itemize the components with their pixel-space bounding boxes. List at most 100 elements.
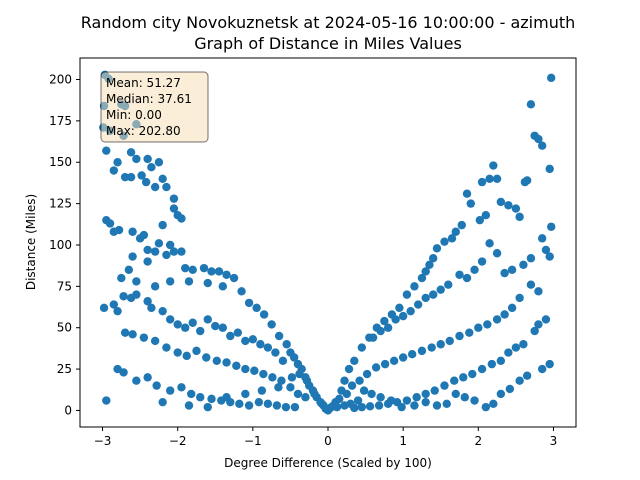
- data-point: [414, 300, 422, 308]
- data-point: [482, 403, 490, 411]
- data-point: [119, 368, 127, 376]
- stats-box: Mean: 51.27 Median: 37.61 Min: 0.00 Max:…: [101, 72, 208, 142]
- data-point: [166, 277, 174, 285]
- data-point: [143, 257, 151, 265]
- data-point: [219, 324, 227, 332]
- data-point: [286, 383, 294, 391]
- data-point: [132, 155, 140, 163]
- data-point: [151, 337, 159, 345]
- data-point: [110, 166, 118, 174]
- data-point: [187, 390, 195, 398]
- data-point: [170, 247, 178, 255]
- data-point: [282, 403, 290, 411]
- y-tick-label: 0: [64, 403, 72, 417]
- x-tick-label: 0: [324, 434, 332, 448]
- data-point: [367, 390, 375, 398]
- data-point: [478, 257, 486, 265]
- data-point: [512, 204, 520, 212]
- y-tick-label: 50: [57, 321, 72, 335]
- data-point: [237, 287, 245, 295]
- data-point: [291, 403, 299, 411]
- data-point: [204, 279, 212, 287]
- data-point: [181, 264, 189, 272]
- data-point: [185, 401, 193, 409]
- data-point: [113, 307, 121, 315]
- x-axis-label: Degree Difference (Scaled by 100): [224, 456, 432, 470]
- data-point: [488, 360, 496, 368]
- data-point: [395, 304, 403, 312]
- data-point: [458, 221, 466, 229]
- data-point: [366, 402, 374, 410]
- data-point: [155, 239, 163, 247]
- data-point: [301, 393, 309, 401]
- data-point: [504, 201, 512, 209]
- data-point: [519, 340, 527, 348]
- data-point: [226, 332, 234, 340]
- data-point: [504, 348, 512, 356]
- y-tick-label: 75: [57, 279, 72, 293]
- data-point: [422, 390, 430, 398]
- data-point: [376, 393, 384, 401]
- data-point: [127, 173, 135, 181]
- data-point: [497, 198, 505, 206]
- data-point: [348, 381, 356, 389]
- x-tick-label: −3: [94, 434, 112, 448]
- data-point: [463, 189, 471, 197]
- data-point: [295, 370, 303, 378]
- x-tick-label: 2: [474, 434, 482, 448]
- data-point: [222, 271, 230, 279]
- data-point: [433, 401, 441, 409]
- data-point: [546, 252, 554, 260]
- data-point: [207, 395, 215, 403]
- data-point: [542, 315, 550, 323]
- data-point: [340, 376, 348, 384]
- data-point: [470, 396, 478, 404]
- data-point: [463, 274, 471, 282]
- data-point: [113, 158, 121, 166]
- data-point: [500, 269, 508, 277]
- data-point: [170, 194, 178, 202]
- data-point: [128, 330, 136, 338]
- data-point: [429, 290, 437, 298]
- data-point: [174, 348, 182, 356]
- data-point: [354, 396, 362, 404]
- data-point: [406, 307, 414, 315]
- data-point: [189, 319, 197, 327]
- data-point: [143, 155, 151, 163]
- y-tick-label: 125: [49, 197, 72, 211]
- data-point: [241, 390, 249, 398]
- data-point: [162, 183, 170, 191]
- x-tick-label: −1: [244, 434, 262, 448]
- data-point: [422, 398, 430, 406]
- data-point: [485, 239, 493, 247]
- data-point: [166, 315, 174, 323]
- data-point: [174, 211, 182, 219]
- data-point: [437, 285, 445, 293]
- data-point: [360, 386, 368, 394]
- data-point: [303, 376, 311, 384]
- data-point: [493, 249, 501, 257]
- data-point: [273, 401, 281, 409]
- data-point: [538, 234, 546, 242]
- data-point: [207, 267, 215, 275]
- data-point: [399, 353, 407, 361]
- data-point: [211, 322, 219, 330]
- data-point: [162, 251, 170, 259]
- data-point: [459, 373, 467, 381]
- data-point: [174, 320, 182, 328]
- data-point: [143, 246, 151, 254]
- data-point: [267, 320, 275, 328]
- data-point: [196, 393, 204, 401]
- data-point: [132, 376, 140, 384]
- y-tick-label: 200: [49, 73, 72, 87]
- data-point: [125, 266, 133, 274]
- data-point: [235, 400, 243, 408]
- data-point: [433, 244, 441, 252]
- data-point: [215, 267, 223, 275]
- chart-title-line1: Random city Novokuznetsk at 2024-05-16 1…: [81, 13, 576, 32]
- data-point: [222, 358, 230, 366]
- data-point: [189, 266, 197, 274]
- data-point: [489, 161, 497, 169]
- data-point: [256, 340, 264, 348]
